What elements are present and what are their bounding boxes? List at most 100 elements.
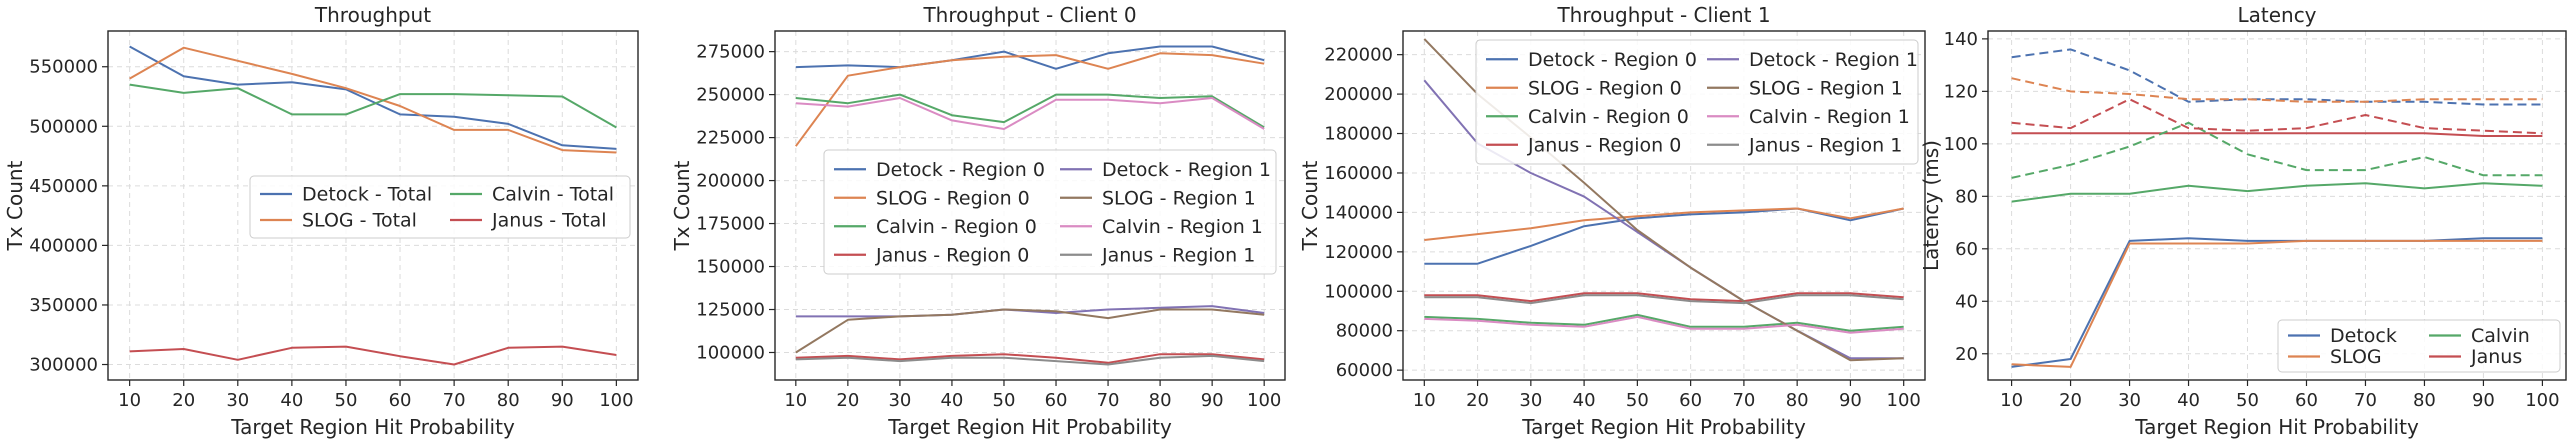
legend-item: SLOG - Region 0 [1486,77,1682,99]
series-line-janus-region-0 [795,353,1265,364]
legend-item: Detock - Total [260,184,432,206]
series-line-janus-region-0 [1424,292,1904,303]
plot-frame [774,30,1286,381]
y-axis-label: Tx Count [3,160,27,251]
y-tick-label: 250000 [696,85,765,106]
series-line-blue-dashed [2011,48,2543,106]
series-line-detock-total [129,45,617,150]
y-tick-label: 120000 [1324,242,1393,263]
plot-frame [1987,30,2567,381]
series-line-janus [2011,132,2543,137]
series-line-slog-region-0 [1424,207,1904,241]
x-tick-label: 10 [784,390,807,411]
y-tick-label: 100000 [696,342,765,363]
y-axis-label: Latency (ms) [1919,140,1943,271]
legend-item: Calvin - Region 0 [1486,106,1689,128]
legend-label: SLOG [2330,346,2382,368]
x-axis-label: Target Region Hit Probability [230,415,515,439]
legend: Detock - Region 0 SLOG - Region 0 Calvin -… [1475,39,1919,165]
x-tick-label: 100 [1247,390,1281,411]
series-line-calvin-total [129,83,617,129]
legend-label: Janus [2470,346,2522,368]
series-line-slog-region-1 [795,308,1265,354]
y-tick-label: 140 [1944,29,1978,50]
legend-item: Detock [2288,325,2397,347]
legend-item: SLOG - Region 1 [1707,77,1903,99]
x-tick-label: 20 [836,390,859,411]
legend-item: Detock - Region 0 [1486,49,1697,71]
legend-item: Detock - Region 1 [1060,159,1271,181]
legend-item: Detock - Region 1 [1707,49,1918,71]
y-tick-label: 80 [1955,186,1978,207]
chart-panel-0: 10 20 30 40 50 60 70 80 90 100 300000 350000 400000 4… [3,3,639,439]
legend-frame [823,149,1277,275]
y-tick-label: 550000 [29,57,98,78]
x-axis-label: Target Region Hit Probability [887,415,1172,439]
x-tick-label: 80 [497,390,520,411]
legend-item: Calvin - Region 1 [1060,216,1263,238]
y-tick-label: 225000 [696,128,765,149]
legend-item: SLOG [2288,346,2382,368]
legend-label: SLOG - Region 1 [1102,187,1256,209]
chart-panel-1: 10 20 30 40 50 60 70 80 90 100 100000 125000 150000 1… [670,3,1286,439]
chart-panel-2: 10 20 30 40 50 60 70 80 90 100 60000 80000 100000 120… [1298,3,1926,439]
y-tick-label: 220000 [1324,45,1393,66]
legend-label: SLOG - Region 0 [1528,77,1682,99]
x-tick-label: 70 [2354,390,2377,411]
x-tick-label: 60 [1679,390,1702,411]
x-tick-label: 50 [335,390,358,411]
y-tick-label: 150000 [696,257,765,278]
series-line-calvin-region-1 [1424,315,1904,334]
x-tick-label: 50 [2236,390,2259,411]
chart-title: Latency [2237,3,2316,27]
legend-label: Calvin - Region 0 [1528,106,1689,128]
y-tick-label: 500000 [29,116,98,137]
series-line-janus-region-1 [795,354,1265,366]
x-tick-label: 20 [2059,390,2082,411]
legend-item: Janus - Total [450,210,607,232]
legend-item: Janus [2429,346,2522,368]
y-tick-label: 300000 [29,355,98,376]
x-axis-label: Target Region Hit Probability [2134,415,2419,439]
series-line-orange-dashed [2011,77,2543,103]
y-tick-label: 80000 [1336,321,1393,342]
x-tick-label: 30 [2118,390,2141,411]
y-tick-label: 160000 [1324,163,1393,184]
series-line-calvin [2011,182,2543,203]
x-tick-label: 30 [1519,390,1542,411]
plot-frame [107,30,639,381]
legend-label: Calvin - Region 1 [1749,106,1910,128]
x-axis-label: Target Region Hit Probability [1521,415,1806,439]
legend-item: Calvin - Total [450,184,614,206]
legend-item: SLOG - Region 1 [1060,187,1256,209]
legend-label: Calvin - Total [492,184,614,206]
legend-frame [2277,319,2561,373]
x-tick-label: 90 [551,390,574,411]
legend-label: Detock - Region 0 [876,159,1045,181]
legend-frame [1475,39,1919,165]
x-tick-label: 90 [1201,390,1224,411]
y-tick-label: 200000 [696,171,765,192]
x-tick-label: 20 [172,390,195,411]
legend-label: SLOG - Region 0 [876,187,1030,209]
legend-label: Janus - Region 1 [1748,134,1902,156]
x-tick-label: 60 [2295,390,2318,411]
series-line-green-dashed [2011,121,2543,179]
series-line-detock-region-0 [1424,207,1904,265]
legend-item: SLOG - Region 0 [834,187,1030,209]
legend-label: SLOG - Region 1 [1749,77,1903,99]
x-tick-label: 90 [2472,390,2495,411]
x-tick-label: 100 [599,390,633,411]
legend-label: Janus - Region 1 [1101,244,1255,266]
legend-label: Janus - Total [491,210,607,232]
y-axis-label: Tx Count [1298,160,1322,251]
legend-item: Janus - Region 0 [834,244,1029,266]
x-tick-label: 40 [1573,390,1596,411]
series-line-calvin-region-0 [1424,313,1904,332]
legend-label: Calvin - Region 1 [1102,216,1263,238]
x-tick-label: 50 [993,390,1016,411]
x-tick-label: 70 [1732,390,1755,411]
series-line-slog [2011,239,2543,368]
series-line-janus-total [129,345,617,366]
